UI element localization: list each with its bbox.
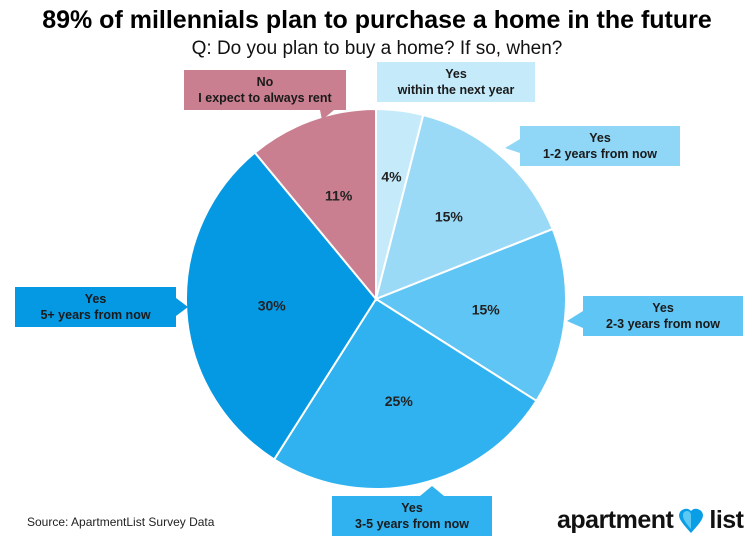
callout-detail: within the next year (397, 83, 515, 97)
pie-slice (373, 227, 567, 403)
pie-slice (272, 297, 538, 490)
callout-detail: 5+ years from now (40, 308, 150, 322)
brand-logo: apartment list (557, 503, 744, 537)
callout-box (332, 496, 492, 536)
callout-box (377, 62, 535, 102)
callout-answer: Yes (85, 292, 107, 306)
callout-answer: No (257, 75, 274, 89)
callout-detail: 2-3 years from now (606, 317, 720, 331)
slice-value-label: 11% (325, 187, 353, 203)
slice-value-label: 30% (258, 298, 287, 314)
pie-slice (253, 107, 377, 302)
slice-value-label: 25% (385, 393, 414, 409)
chart-subtitle: Q: Do you plan to buy a home? If so, whe… (191, 38, 563, 59)
slice-value-label: 15% (472, 301, 501, 317)
logo-text-right: list (709, 505, 744, 534)
pie-slice (185, 151, 378, 461)
callout-detail: 3-5 years from now (355, 517, 469, 531)
callout-pointer (176, 298, 188, 316)
callout-answer: Yes (401, 501, 423, 515)
callout-answer: Yes (589, 131, 611, 145)
callout-detail: 1-2 years from now (543, 147, 657, 161)
source-note: Source: ApartmentList Survey Data (27, 515, 215, 529)
pie-slice (374, 113, 554, 301)
callout-detail: I expect to always rent (198, 91, 332, 105)
callout-box (520, 126, 680, 166)
callout-pointer (320, 110, 334, 120)
callout-pointer (420, 486, 444, 496)
callout-box (583, 296, 743, 336)
callout-answer: Yes (445, 67, 467, 81)
callout-box (15, 287, 176, 327)
chart-title: 89% of millennials plan to purchase a ho… (42, 6, 712, 34)
callout-box (184, 70, 346, 110)
slice-value-label: 4% (381, 168, 402, 184)
callout-answer: Yes (652, 301, 674, 315)
logo-text-left: apartment (557, 505, 674, 534)
callout-pointer (505, 139, 520, 153)
slice-value-label: 15% (435, 208, 464, 224)
map-pin-heart-icon (679, 508, 704, 533)
callout-pointer (567, 311, 583, 328)
